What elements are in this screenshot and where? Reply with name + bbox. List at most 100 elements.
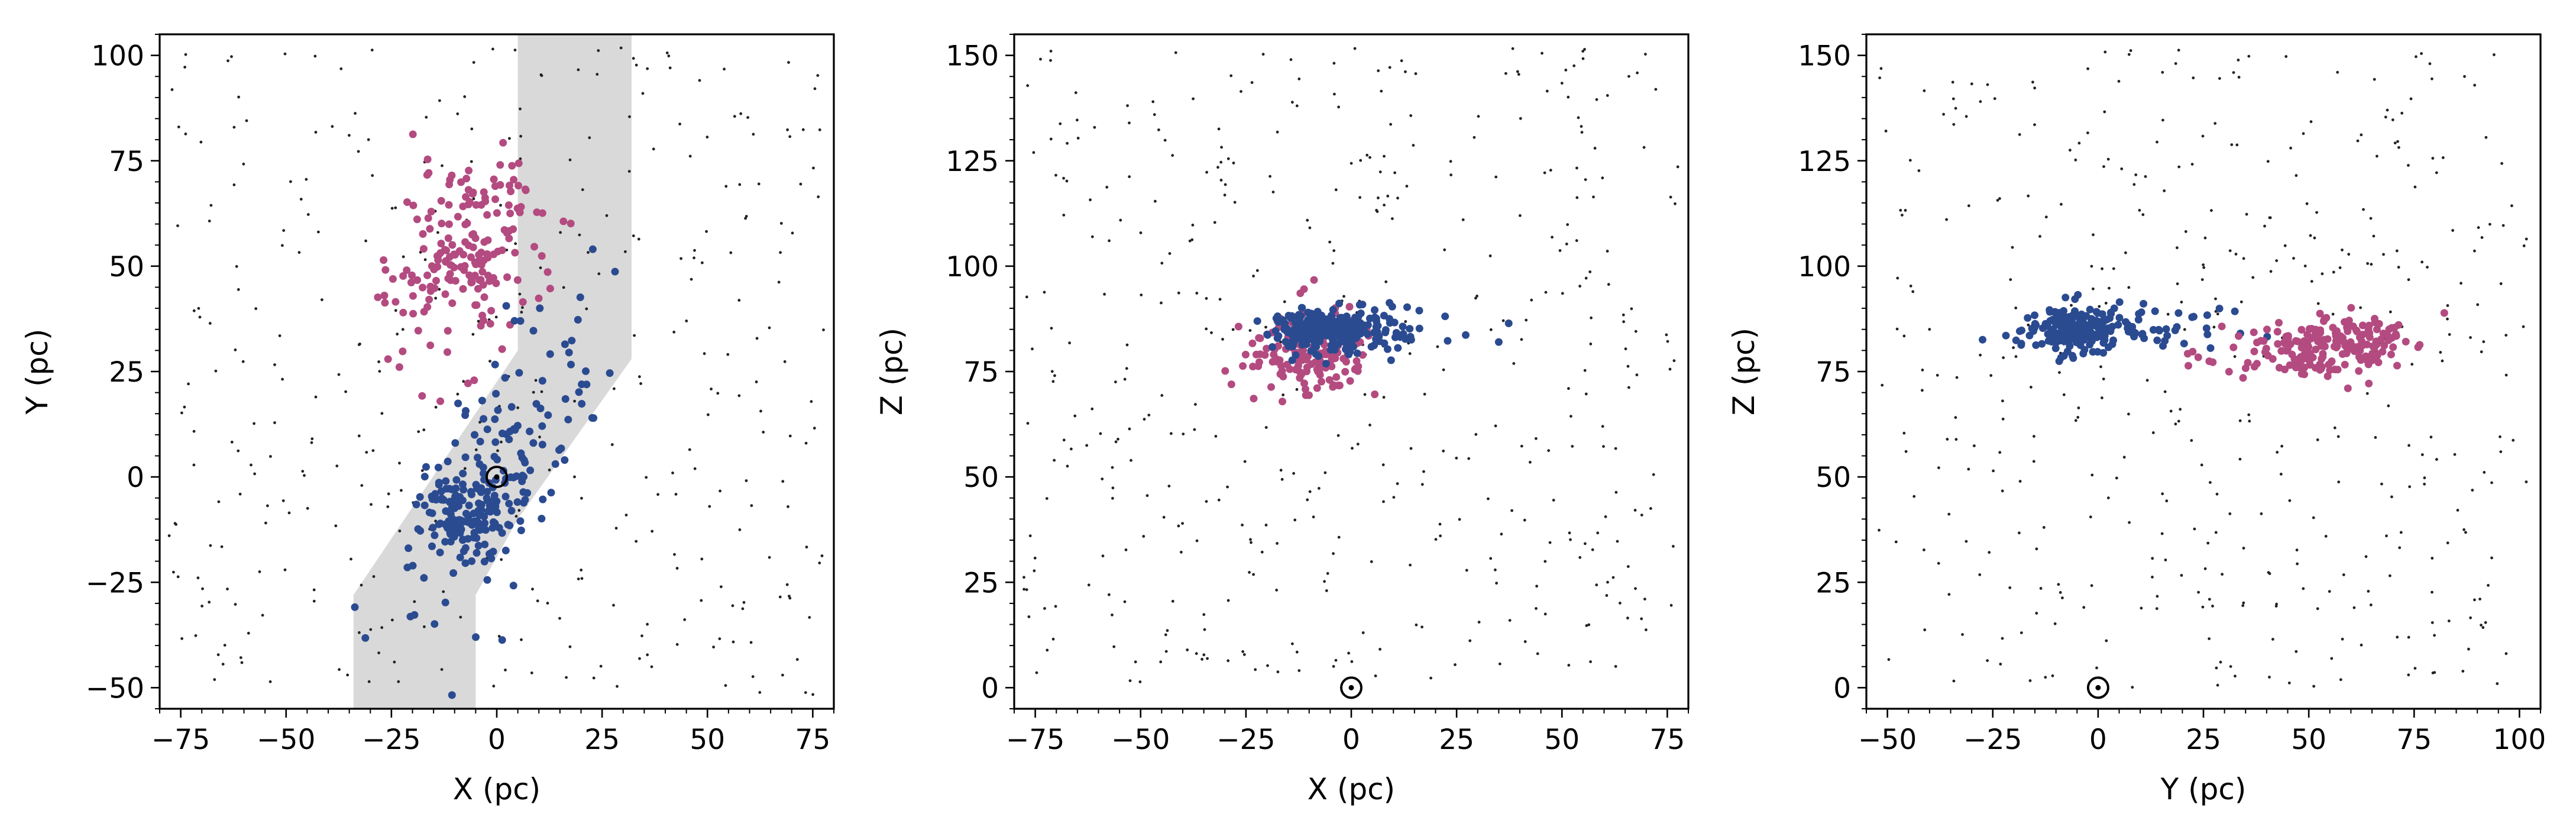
field-star-point — [1050, 327, 1053, 330]
field-star-point — [2462, 528, 2465, 531]
field-star-point — [2219, 660, 2222, 664]
magenta-member-point — [1241, 350, 1250, 359]
magenta-member-point — [2250, 347, 2258, 356]
field-star-point — [1519, 214, 1522, 217]
magenta-member-point — [1248, 339, 1257, 347]
blue-member-point — [488, 524, 497, 532]
magenta-member-point — [496, 161, 504, 169]
field-star-point — [1878, 76, 1882, 80]
blue-member-point — [2053, 321, 2062, 329]
field-star-point — [208, 219, 211, 222]
blue-member-point — [461, 453, 470, 461]
field-star-point — [1025, 588, 1028, 592]
magenta-member-point — [1252, 350, 1260, 359]
field-star-point — [2228, 249, 2232, 253]
blue-member-point — [1295, 325, 1303, 333]
field-star-point — [1458, 518, 1461, 521]
field-star-point — [2237, 59, 2240, 62]
field-star-point — [2086, 131, 2089, 135]
field-star-point — [755, 337, 759, 340]
blue-member-point — [446, 530, 455, 538]
field-star-point — [1111, 486, 1115, 490]
field-star-point — [2360, 133, 2363, 137]
field-star-point — [818, 128, 821, 131]
magenta-member-point — [462, 175, 471, 183]
field-star-point — [2240, 300, 2243, 304]
magenta-member-point — [2365, 333, 2374, 341]
field-star-point — [1634, 587, 1637, 590]
field-star-point — [1909, 285, 1912, 288]
magenta-member-point — [437, 240, 445, 248]
field-star-point — [2333, 426, 2336, 430]
field-star-point — [1216, 166, 1219, 169]
field-star-point — [1439, 534, 1442, 538]
field-star-point — [398, 529, 402, 532]
blue-member-point — [1313, 334, 1321, 343]
field-star-point — [791, 231, 794, 235]
field-star-point — [1923, 89, 1926, 92]
field-star-point — [1942, 112, 1946, 116]
field-star-point — [633, 334, 636, 337]
field-star-point — [2372, 234, 2376, 238]
field-star-point — [297, 251, 301, 254]
magenta-member-point — [2394, 321, 2403, 329]
field-star-point — [712, 645, 715, 649]
field-star-point — [180, 411, 183, 415]
field-star-point — [2347, 253, 2351, 256]
field-star-point — [1333, 92, 1336, 96]
field-star-point — [2410, 363, 2414, 366]
blue-member-point — [1355, 301, 1364, 309]
field-star-point — [1634, 330, 1637, 333]
blue-member-point — [468, 557, 476, 565]
magenta-member-point — [2273, 328, 2281, 336]
field-star-point — [1970, 82, 1973, 86]
blue-member-point — [491, 360, 499, 369]
field-star-point — [1334, 188, 1338, 192]
field-star-point — [599, 664, 603, 668]
field-star-point — [1218, 298, 1222, 301]
blue-member-point — [2131, 330, 2139, 338]
field-star-point — [1112, 645, 1116, 648]
field-star-point — [367, 680, 371, 683]
field-star-point — [1881, 383, 1884, 387]
magenta-member-point — [2300, 337, 2308, 345]
blue-member-point — [445, 485, 454, 493]
magenta-member-point — [457, 263, 465, 271]
field-star-point — [2473, 598, 2476, 602]
blue-member-point — [472, 633, 480, 641]
field-star-point — [1332, 62, 1336, 65]
magenta-member-point — [2300, 370, 2308, 379]
blue-member-point — [2057, 337, 2065, 345]
field-star-point — [656, 493, 659, 496]
blue-member-point — [467, 487, 475, 496]
field-star-point — [2407, 278, 2410, 282]
blue-member-point — [435, 479, 443, 487]
field-star-point — [1093, 125, 1096, 129]
blue-member-point — [498, 636, 506, 644]
magenta-member-point — [1261, 351, 1269, 359]
field-star-point — [1564, 69, 1568, 72]
field-star-point — [1436, 345, 1439, 348]
blue-member-point — [483, 496, 491, 505]
magenta-member-point — [1351, 366, 1359, 373]
field-star-point — [2453, 453, 2457, 456]
magenta-member-point — [444, 348, 451, 356]
blue-member-point — [480, 469, 487, 477]
magenta-member-point — [407, 279, 415, 286]
field-star-point — [299, 198, 303, 201]
field-star-point — [2469, 616, 2472, 619]
blue-member-point — [1289, 337, 1297, 345]
field-star-point — [371, 449, 375, 452]
field-star-point — [2012, 346, 2015, 350]
field-star-point — [2161, 70, 2164, 74]
field-star-point — [167, 534, 171, 537]
blue-member-point — [510, 317, 519, 325]
field-star-point — [357, 434, 361, 438]
field-star-point — [1255, 269, 1259, 272]
field-star-point — [394, 309, 397, 312]
field-star-point — [1606, 580, 1609, 584]
field-star-point — [1937, 561, 1940, 565]
field-star-point — [2086, 67, 2090, 70]
field-star-point — [635, 63, 638, 67]
